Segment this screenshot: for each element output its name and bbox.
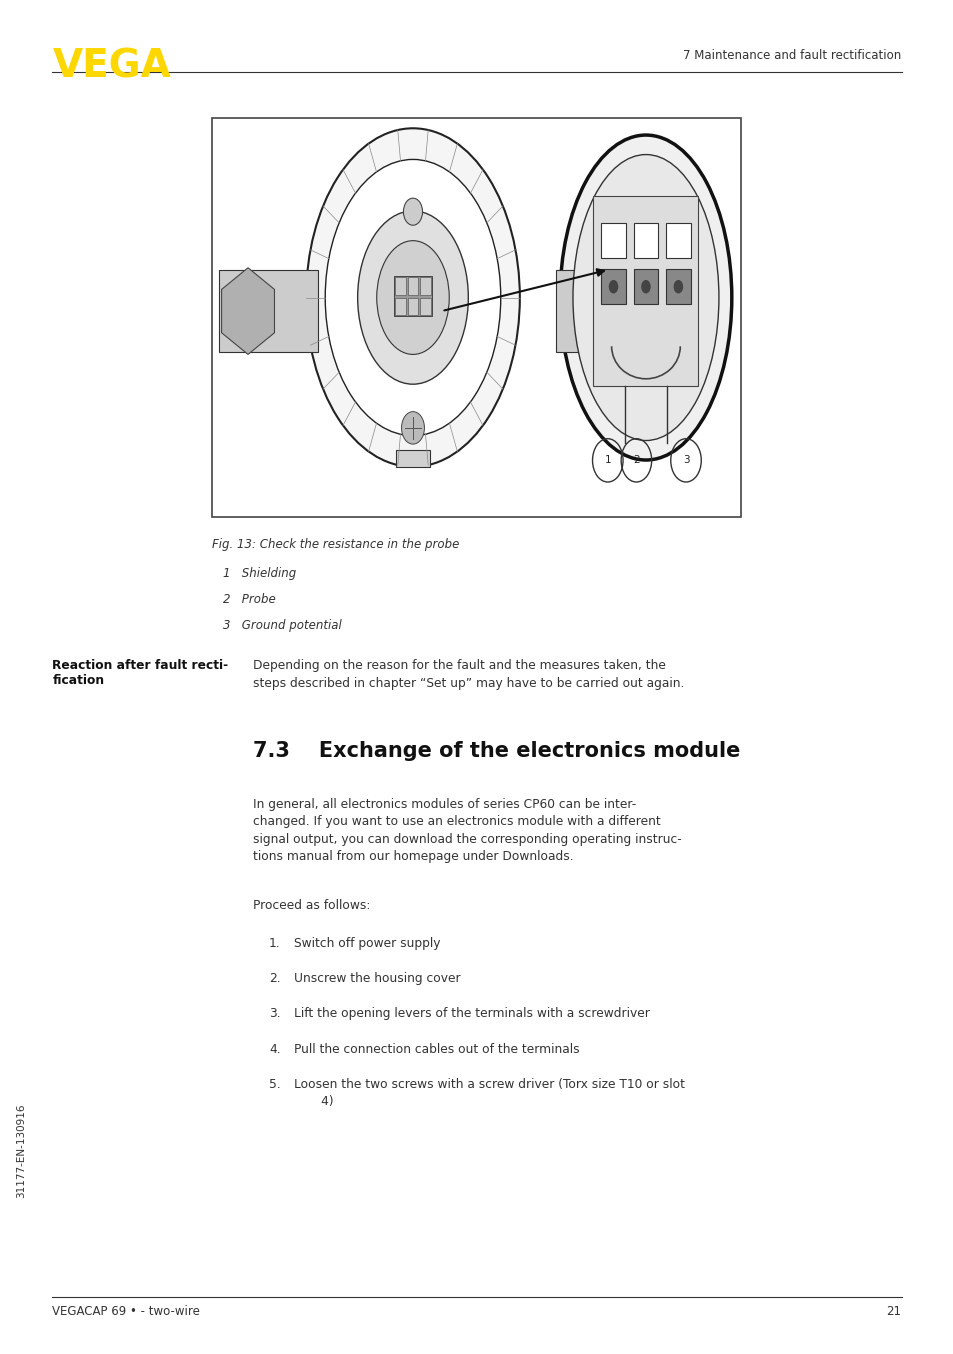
Ellipse shape xyxy=(559,135,731,460)
Text: 1: 1 xyxy=(604,455,611,466)
Text: Switch off power supply: Switch off power supply xyxy=(294,937,440,951)
Circle shape xyxy=(608,280,618,294)
Text: Fig. 13: Check the resistance in the probe: Fig. 13: Check the resistance in the pro… xyxy=(212,538,458,551)
Circle shape xyxy=(673,280,682,294)
Text: 4.: 4. xyxy=(269,1043,280,1056)
Text: Pull the connection cables out of the terminals: Pull the connection cables out of the te… xyxy=(294,1043,578,1056)
Text: Lift the opening levers of the terminals with a screwdriver: Lift the opening levers of the terminals… xyxy=(294,1007,649,1021)
Circle shape xyxy=(401,412,424,444)
Bar xyxy=(212,118,740,517)
Ellipse shape xyxy=(376,241,449,355)
Ellipse shape xyxy=(357,211,468,385)
Text: Proceed as follows:: Proceed as follows: xyxy=(253,899,370,913)
Bar xyxy=(665,223,690,259)
Text: 5.: 5. xyxy=(269,1078,280,1091)
Text: 1.: 1. xyxy=(269,937,280,951)
Text: In general, all electronics modules of series CP60 can be inter-
changed. If you: In general, all electronics modules of s… xyxy=(253,798,680,862)
Text: 31177-EN-130916: 31177-EN-130916 xyxy=(16,1104,26,1198)
Circle shape xyxy=(640,280,650,294)
Text: 7.3    Exchange of the electronics module: 7.3 Exchange of the electronics module xyxy=(253,741,740,761)
Bar xyxy=(420,278,431,295)
Text: VEGA: VEGA xyxy=(52,47,171,85)
Bar xyxy=(219,271,317,352)
Bar xyxy=(600,269,625,305)
Polygon shape xyxy=(221,268,274,355)
Bar xyxy=(395,450,430,467)
Bar xyxy=(394,276,432,317)
Text: 2   Probe: 2 Probe xyxy=(223,593,275,607)
Bar xyxy=(556,271,593,352)
Text: Loosen the two screws with a screw driver (Torx size T10 or slot
       4): Loosen the two screws with a screw drive… xyxy=(294,1078,684,1108)
Text: Depending on the reason for the fault and the measures taken, the
steps describe: Depending on the reason for the fault an… xyxy=(253,659,683,691)
Circle shape xyxy=(403,198,422,225)
Text: VEGACAP 69 • - two-wire: VEGACAP 69 • - two-wire xyxy=(52,1305,200,1319)
Bar xyxy=(593,196,698,386)
Ellipse shape xyxy=(573,154,719,440)
Text: 2.: 2. xyxy=(269,972,280,986)
Bar xyxy=(395,278,405,295)
Bar xyxy=(600,223,625,259)
Bar xyxy=(407,278,418,295)
Bar xyxy=(633,269,658,305)
Text: 2: 2 xyxy=(633,455,639,466)
Ellipse shape xyxy=(306,129,519,467)
Text: 7 Maintenance and fault rectification: 7 Maintenance and fault rectification xyxy=(682,49,901,62)
Text: Reaction after fault recti-
fication: Reaction after fault recti- fication xyxy=(52,659,229,688)
Text: 3   Ground potential: 3 Ground potential xyxy=(223,619,341,632)
Text: 3: 3 xyxy=(682,455,689,466)
Bar xyxy=(395,298,405,315)
Ellipse shape xyxy=(325,160,500,436)
Bar xyxy=(407,298,418,315)
Bar xyxy=(420,298,431,315)
Text: 3.: 3. xyxy=(269,1007,280,1021)
Text: 1   Shielding: 1 Shielding xyxy=(223,567,296,581)
Bar xyxy=(633,223,658,259)
Bar xyxy=(665,269,690,305)
Text: Unscrew the housing cover: Unscrew the housing cover xyxy=(294,972,460,986)
Text: 21: 21 xyxy=(885,1305,901,1319)
